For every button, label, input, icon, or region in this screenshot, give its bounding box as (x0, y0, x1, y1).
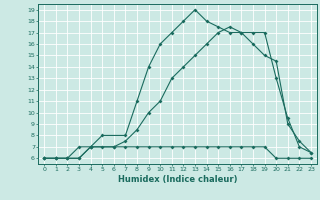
X-axis label: Humidex (Indice chaleur): Humidex (Indice chaleur) (118, 175, 237, 184)
